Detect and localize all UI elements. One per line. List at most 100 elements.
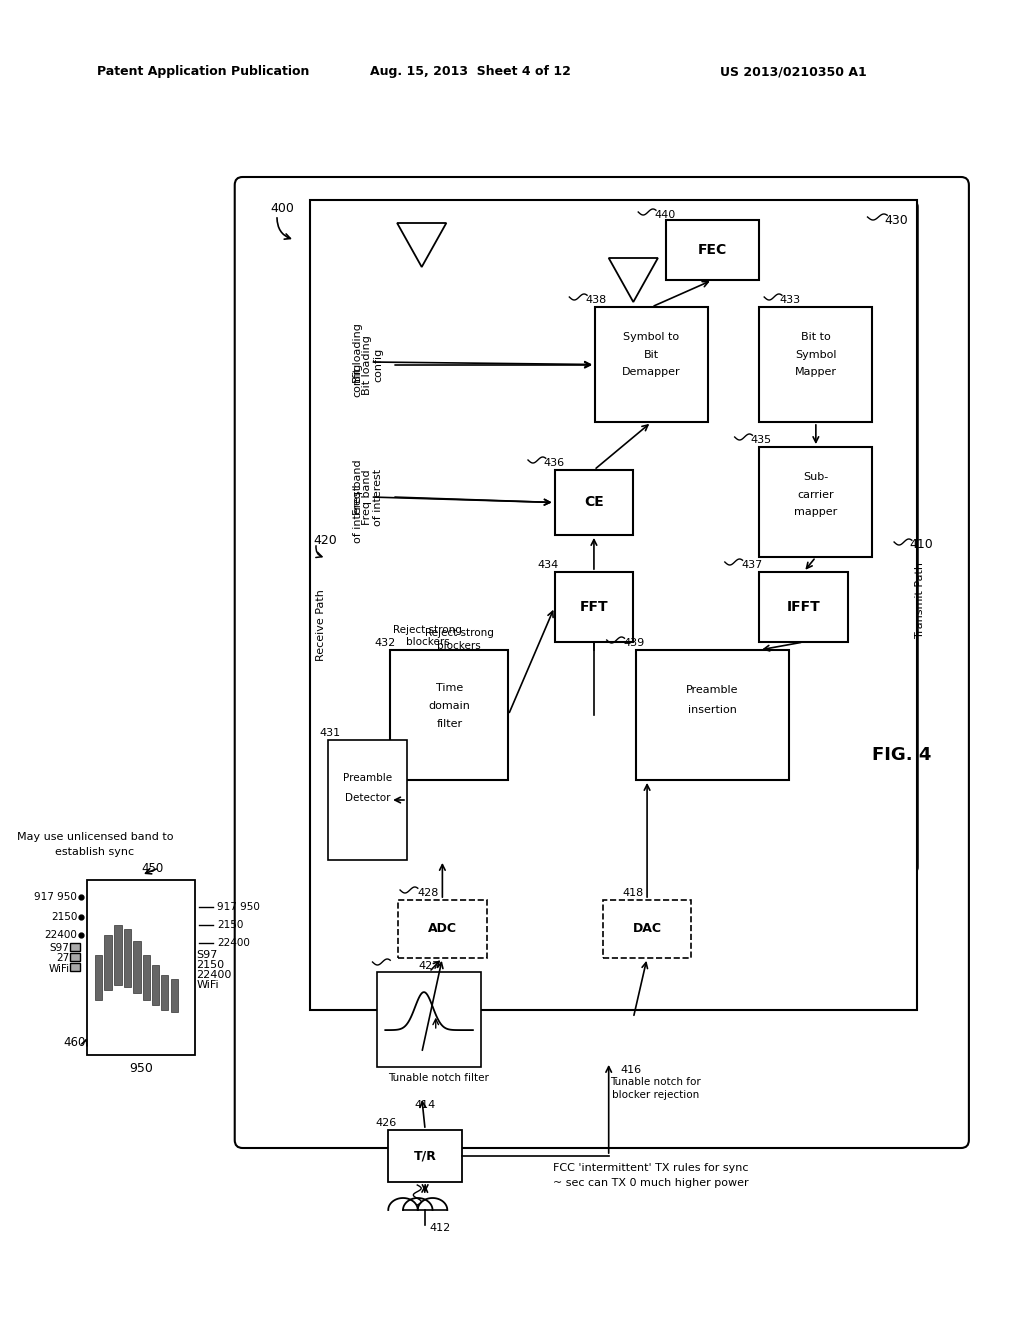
Text: 410: 410 [910,539,934,552]
Text: Bit loading: Bit loading [352,323,362,383]
Text: 434: 434 [538,560,559,570]
Bar [71,964,80,972]
Text: WiFi: WiFi [197,979,219,990]
Text: Time: Time [435,682,463,693]
Text: Bit to: Bit to [801,333,830,342]
Bar [329,741,407,861]
Text: Reject strong: Reject strong [393,624,462,635]
Text: May use unlicensed band to: May use unlicensed band to [16,832,173,842]
Bar [114,925,122,985]
Text: 437: 437 [741,560,763,570]
Text: 431: 431 [319,729,341,738]
Text: 917 950: 917 950 [35,892,77,902]
Bar [378,972,480,1067]
Text: Transmit Path: Transmit Path [914,562,925,638]
Text: Bit: Bit [644,350,659,360]
Bar [103,935,112,990]
Text: US 2013/0210350 A1: US 2013/0210350 A1 [720,66,867,78]
Text: 450: 450 [141,862,164,874]
Bar [143,954,151,1001]
Text: 436: 436 [544,458,565,469]
Bar [390,649,508,780]
Bar [759,447,872,557]
Text: Preamble: Preamble [343,774,392,783]
Text: 22400: 22400 [197,970,231,979]
Text: insertion: insertion [688,705,737,715]
Text: config: config [352,363,362,397]
Text: 414: 414 [414,1100,435,1110]
Bar [161,975,168,1010]
Text: Tunable notch filter: Tunable notch filter [388,1073,489,1082]
Text: FCC 'intermittent' TX rules for sync: FCC 'intermittent' TX rules for sync [553,1163,749,1173]
Text: 435: 435 [751,436,771,445]
Bar [71,942,80,950]
Text: 2150: 2150 [51,912,77,921]
Bar [555,572,633,642]
Text: 412: 412 [430,1224,451,1233]
Text: 433: 433 [780,294,801,305]
Text: 432: 432 [375,638,395,648]
Bar [133,941,141,993]
Text: blockers: blockers [406,638,450,647]
Text: 440: 440 [654,210,675,220]
Text: 917 950: 917 950 [217,902,260,912]
Text: 428: 428 [418,888,439,898]
Text: 416: 416 [621,1065,642,1074]
Text: 420: 420 [313,533,337,546]
Text: Freq band
of interest: Freq band of interest [361,469,383,525]
Bar [555,470,633,535]
Text: 950: 950 [129,1063,154,1076]
Text: 400: 400 [270,202,294,214]
Text: FIG. 4: FIG. 4 [872,746,932,764]
Text: 2150: 2150 [197,960,224,970]
Text: domain: domain [428,701,470,711]
Bar [595,308,708,422]
Text: 22400: 22400 [44,931,77,940]
Text: FEC: FEC [698,243,727,257]
Text: blockers: blockers [437,642,481,651]
Bar [666,220,759,280]
Text: Mapper: Mapper [795,367,837,378]
Text: 439: 439 [624,638,645,648]
Text: filter: filter [436,719,462,729]
Bar [124,929,131,987]
Text: carrier: carrier [798,490,835,500]
Bar [309,201,916,1010]
Text: S97: S97 [49,942,70,953]
Text: mapper: mapper [795,507,838,517]
Text: 427: 427 [419,961,439,972]
Bar [603,900,691,958]
Text: 418: 418 [623,888,644,898]
Text: Receive Path: Receive Path [316,589,327,661]
Text: 430: 430 [885,214,908,227]
Text: WiFi: WiFi [48,964,70,974]
Text: Symbol: Symbol [795,350,837,360]
Bar [87,880,196,1055]
Text: 2150: 2150 [217,920,244,931]
Text: Aug. 15, 2013  Sheet 4 of 12: Aug. 15, 2013 Sheet 4 of 12 [371,66,571,78]
Text: Reject strong: Reject strong [425,628,494,638]
Text: DAC: DAC [633,923,662,936]
Text: Demapper: Demapper [623,367,681,378]
Text: blocker rejection: blocker rejection [612,1090,699,1100]
Text: Symbol to: Symbol to [624,333,680,342]
Text: ADC: ADC [428,923,457,936]
Bar [636,649,788,780]
Text: CE: CE [584,495,604,510]
Text: ~ sec can TX 0 much higher power: ~ sec can TX 0 much higher power [553,1177,749,1188]
Bar [398,900,486,958]
Text: Patent Application Publication: Patent Application Publication [97,66,309,78]
Bar [171,979,177,1012]
Bar [152,965,159,1005]
Bar [388,1130,462,1181]
Text: Tunable notch for: Tunable notch for [610,1077,701,1086]
Text: 460: 460 [63,1036,86,1049]
Text: Sub-: Sub- [803,473,828,482]
Bar [759,572,848,642]
FancyBboxPatch shape [234,177,969,1148]
Text: 27: 27 [56,953,70,964]
Text: Detector: Detector [345,793,390,803]
Bar [95,954,101,1001]
Text: Freq band: Freq band [352,459,362,515]
Text: FFT: FFT [580,601,608,614]
